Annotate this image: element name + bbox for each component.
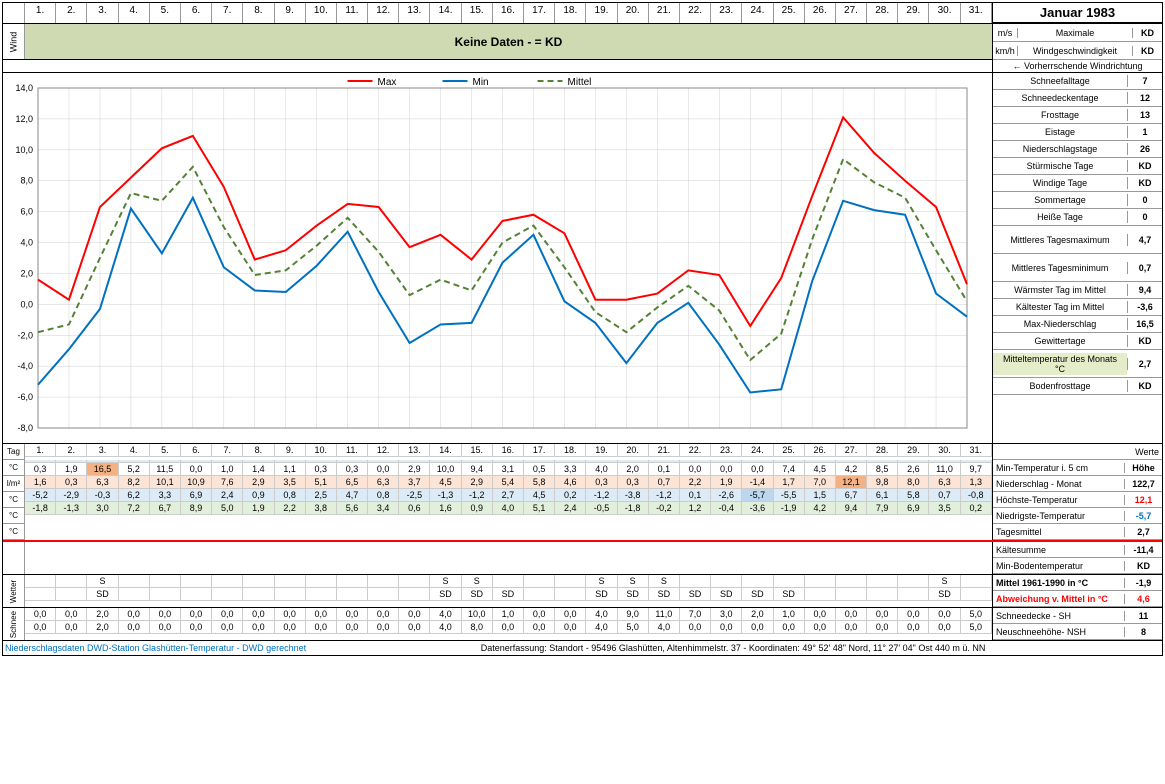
day-header: 12.: [368, 3, 399, 23]
day-header: 23.: [711, 3, 742, 23]
day-header: 10.: [306, 3, 337, 23]
svg-text:Mittel: Mittel: [568, 77, 592, 88]
svg-text:10,0: 10,0: [15, 145, 33, 155]
footer-right: Datenerfassung: Standort - 95496 Glashüt…: [306, 643, 1160, 653]
day-header: 5.: [150, 3, 181, 23]
chart-area: -8,0 -6,0 -4,0 -2,0 0,0 2,0 4,0 6,0 8,0 10,0 12,0 1…: [3, 73, 992, 443]
svg-text:Min: Min: [473, 77, 489, 88]
day-header: 28.: [867, 3, 898, 23]
day-header: 2.: [56, 3, 87, 23]
svg-text:Max: Max: [378, 77, 397, 88]
day-header: 15.: [462, 3, 493, 23]
day-header: 25.: [774, 3, 805, 23]
chart-row: -8,0 -6,0 -4,0 -2,0 0,0 2,0 4,0 6,0 8,0 10,0 12,0 1…: [3, 73, 1162, 443]
day-header: 14.: [430, 3, 461, 23]
svg-text:4,0: 4,0: [20, 238, 33, 248]
day-header-row: 1.2.3.4.5.6.7.8.9.10.11.12.13.14.15.16.1…: [3, 3, 1162, 24]
werte-label: Werte: [993, 447, 1162, 457]
footer: Niederschlagsdaten DWD-Station Glashütte…: [3, 640, 1162, 655]
day-header: 21.: [649, 3, 680, 23]
day-header: 31.: [961, 3, 992, 23]
day-header: 8.: [243, 3, 274, 23]
day-header: 19.: [586, 3, 617, 23]
day-header: 27.: [836, 3, 867, 23]
day-header: 3.: [87, 3, 118, 23]
day-header: 18.: [555, 3, 586, 23]
stats-panel: Schneefalltage7Schneedeckentage12Frostta…: [992, 73, 1162, 443]
day-header: 17.: [524, 3, 555, 23]
snow-section: Schnee 0,00,02,00,00,00,00,00,00,00,00,0…: [3, 607, 1162, 640]
data-table: °Cl/m²°C°C°C 0,31,916,55,211,50,01,01,41…: [3, 460, 1162, 540]
svg-text:0,0: 0,0: [20, 299, 33, 309]
day-header: 4.: [119, 3, 150, 23]
svg-text:-4,0: -4,0: [17, 361, 33, 371]
wind-dir-label: ← Vorherrschende Windrichtung: [992, 60, 1162, 72]
tag-header: Tag 1.2.3.4.5.6.7.8.9.10.11.12.13.14.15.…: [3, 443, 1162, 460]
day-header: 29.: [898, 3, 929, 23]
day-header: 22.: [680, 3, 711, 23]
svg-text:-2,0: -2,0: [17, 330, 33, 340]
day-header: 24.: [742, 3, 773, 23]
title: Januar 1983: [992, 3, 1162, 23]
day-header: 11.: [337, 3, 368, 23]
day-header: 6.: [181, 3, 212, 23]
svg-text:12,0: 12,0: [15, 114, 33, 124]
footer-left: Niederschlagsdaten DWD-Station Glashütte…: [5, 643, 306, 653]
snow-label: Schnee: [9, 610, 18, 637]
day-header: 16.: [493, 3, 524, 23]
tag-label: Tag: [3, 444, 25, 460]
day-header: 26.: [805, 3, 836, 23]
weather-section: Wetter SSSSSSS SDSDSDSDSDSDSDSDSDSDSDSD …: [3, 574, 1162, 607]
svg-text:8,0: 8,0: [20, 176, 33, 186]
day-header: 13.: [399, 3, 430, 23]
svg-text:14,0: 14,0: [15, 83, 33, 93]
weather-label: Wetter: [9, 579, 18, 602]
day-header: 7.: [212, 3, 243, 23]
day-header: 9.: [275, 3, 306, 23]
day-header: 20.: [618, 3, 649, 23]
svg-text:-6,0: -6,0: [17, 392, 33, 402]
day-header: 30.: [929, 3, 960, 23]
svg-text:2,0: 2,0: [20, 268, 33, 278]
day-header: 1.: [25, 3, 56, 23]
wind-label: Wind: [8, 31, 18, 52]
svg-text:-8,0: -8,0: [17, 423, 33, 433]
weather-report: 1.2.3.4.5.6.7.8.9.10.11.12.13.14.15.16.1…: [2, 2, 1163, 656]
wind-row: Wind Keine Daten - = KD m/sMaximaleKDkm/…: [3, 24, 1162, 60]
svg-text:6,0: 6,0: [20, 207, 33, 217]
wind-bar: Keine Daten - = KD: [25, 24, 992, 59]
